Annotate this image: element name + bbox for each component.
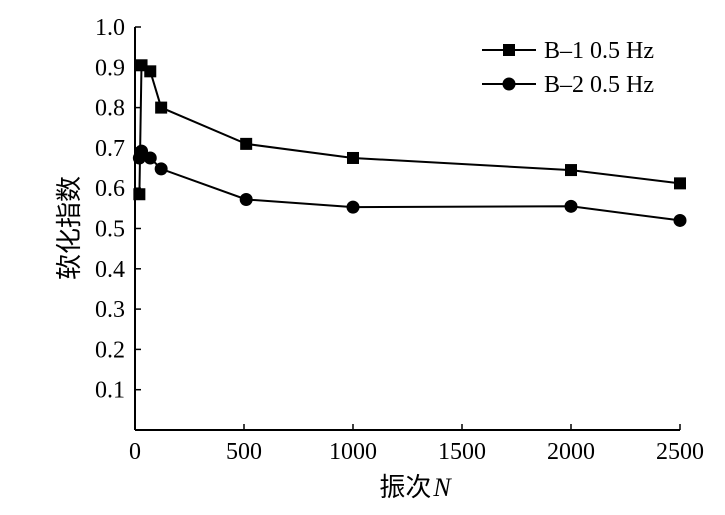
plot-area: 0 500 1000 1500 2000 2500 0.10.20.30.40.50.60…	[95, 15, 704, 465]
y-tick-label: 0.7	[95, 136, 125, 162]
y-tick-label: 0.9	[95, 55, 125, 81]
data-point-series-2	[143, 151, 157, 165]
data-point-series-2	[154, 162, 168, 176]
x-axis-title-label: 振次	[379, 473, 431, 503]
legend-label-2: B–2 0.5 Hz	[544, 72, 654, 98]
legend: B–1 0.5 Hz B–2 0.5 Hz	[482, 38, 654, 98]
legend-label-1: B–1 0.5 Hz	[544, 38, 654, 64]
legend-marker-1	[503, 44, 515, 56]
x-tick-label: 2500	[656, 439, 704, 465]
data-point-series-2	[346, 200, 360, 214]
legend-marker-2	[502, 77, 516, 91]
x-tick-label: 2000	[547, 439, 595, 465]
data-point-series-1	[674, 177, 686, 190]
x-axis-title-variable: N	[432, 473, 452, 502]
data-point-series-1	[565, 164, 577, 177]
x-axis-title-text: 振次N	[379, 473, 452, 503]
y-tick-label: 0.2	[95, 337, 125, 363]
y-tick-label: 1.0	[95, 15, 125, 41]
data-point-series-1	[240, 137, 253, 150]
y-ticks: 0.1 0.2 0.3 0.4 0.5 0.6 0.7 0.8 0.9 1.0	[95, 15, 141, 404]
y-tick-label: 0.3	[95, 297, 125, 323]
data-point-series-1	[144, 65, 157, 78]
x-tick-label: 1500	[438, 439, 486, 465]
data-point-series-2	[239, 192, 253, 206]
x-ticks: 0 500 1000 1500 2000 2500	[129, 424, 704, 465]
series-layer	[132, 59, 687, 227]
y-axis-title-text: 软化指数	[55, 176, 85, 280]
y-tick-label: 0.6	[95, 176, 125, 202]
data-point-series-1	[133, 188, 146, 201]
y-tick-label: 0.5	[95, 217, 125, 243]
data-point-series-1	[155, 101, 168, 114]
data-point-series-1	[347, 151, 359, 164]
data-point-series-2	[673, 213, 687, 227]
x-tick-label: 1000	[329, 439, 377, 465]
x-tick-label: 0	[129, 439, 141, 465]
y-tick-label: 0.1	[95, 378, 125, 404]
data-point-series-2	[564, 199, 578, 213]
x-axis-title: 振次N	[379, 473, 452, 503]
y-axis-title: 软化指数	[55, 176, 85, 280]
y-tick-label: 0.4	[95, 257, 125, 283]
y-tick-label: 0.8	[95, 96, 125, 122]
x-tick-label: 500	[226, 439, 262, 465]
data-point-series-2	[135, 144, 149, 158]
